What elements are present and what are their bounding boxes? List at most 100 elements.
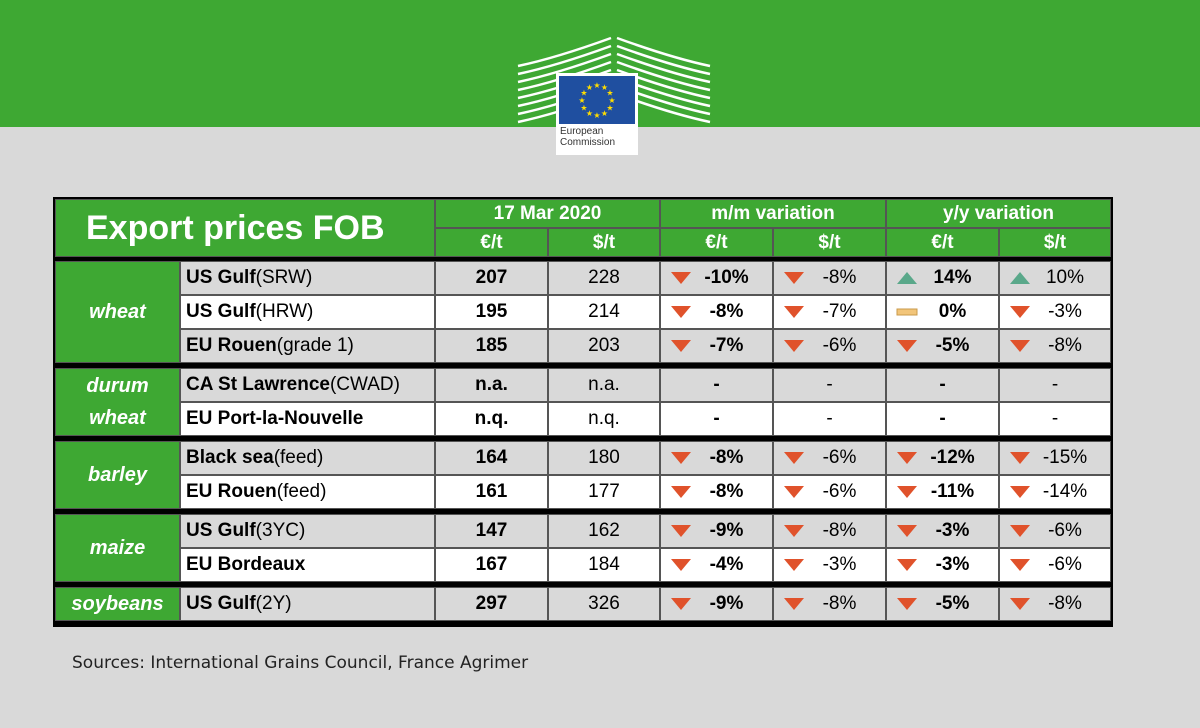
variation-value: - [826,408,833,429]
variation-value: -10% [704,267,749,288]
variation-cell: -9% [660,514,773,548]
variation-value: -15% [1042,447,1088,468]
variation-cell: -8% [999,587,1111,621]
eu-star-icon: ★ [580,104,587,113]
variation-cell: -8% [773,514,886,548]
category-cell: maize [55,514,180,582]
down-arrow-icon [897,452,917,464]
category-cell: durum wheat [55,368,180,436]
variation-icon [1006,304,1034,320]
down-arrow-icon [784,306,804,318]
eu-star-icon: ★ [601,83,608,92]
variation-icon [667,270,695,286]
location-spec: (feed) [273,447,324,468]
location-spec: (CWAD) [329,374,400,395]
variation-value: -6% [822,447,857,468]
variation-icon [667,304,695,320]
variation-value: -8% [709,301,744,322]
down-arrow-icon [897,559,917,571]
variation-value: -8% [822,520,857,541]
down-arrow-icon [784,272,804,284]
variation-cell: -3% [999,295,1111,329]
price-usd-cell: 162 [548,514,660,548]
unit-label: $/t [592,231,616,253]
unit-header: €/t [886,228,999,257]
up-arrow-icon [1010,272,1030,284]
eu-star-icon: ★ [580,89,587,98]
variation-value: -6% [822,335,857,356]
price-usd: 180 [588,447,620,468]
variation-cell: - [773,402,886,436]
variation-value: -8% [709,481,744,502]
variation-value: -14% [1042,481,1088,502]
eu-star-icon: ★ [593,111,600,120]
variation-icon [780,304,808,320]
down-arrow-icon [671,559,691,571]
price-eur-cell: n.q. [435,402,548,436]
variation-value: 14% [933,267,972,288]
variation-icon [893,484,921,500]
variation-value: - [939,374,946,395]
variation-value: 10% [1045,267,1085,288]
category-label: durum [86,375,149,397]
location-cell: EU Bordeaux [180,548,435,582]
down-arrow-icon [784,559,804,571]
variation-value: -3% [1048,301,1082,322]
variation-value: -8% [1048,335,1082,356]
variation-value: -8% [1048,593,1082,614]
variation-cell: - [999,402,1111,436]
price-eur-cell: 207 [435,261,548,295]
variation-cell: -6% [999,548,1111,582]
price-eur: 195 [475,301,508,322]
price-usd-cell: 184 [548,548,660,582]
price-usd: n.q. [588,408,620,429]
variation-cell: 10% [999,261,1111,295]
variation-icon [893,270,921,286]
variation-value: - [939,408,946,429]
variation-cell: - [773,368,886,402]
table-title-text: Export prices FOB [86,208,385,247]
location-cell: US Gulf (2Y) [180,587,435,621]
price-eur: 161 [475,481,508,502]
variation-value: -12% [930,447,975,468]
variation-icon [780,450,808,466]
variation-cell: - [660,402,773,436]
category-label: wheat [89,407,146,429]
price-usd-cell: 177 [548,475,660,509]
column-group-header: y/y variation [886,199,1111,228]
logo-line-2: Commission [560,137,616,148]
variation-icon [1006,557,1034,573]
price-usd-cell: 214 [548,295,660,329]
variation-cell: - [886,368,999,402]
variation-cell: -8% [660,475,773,509]
variation-value: - [826,374,833,395]
variation-icon [780,557,808,573]
location-name: Black sea [186,447,274,468]
variation-icon [893,450,921,466]
sources-note: Sources: International Grains Council, F… [72,653,529,673]
down-arrow-icon [784,452,804,464]
price-eur: n.a. [475,374,508,395]
down-arrow-icon [1010,452,1030,464]
down-arrow-icon [784,486,804,498]
category-cell: soybeans [55,587,180,621]
variation-value: - [713,408,720,429]
location-name: US Gulf [186,520,256,541]
variation-cell: -8% [773,587,886,621]
column-group-header: 17 Mar 2020 [435,199,660,228]
table-title: Export prices FOB [55,199,435,257]
unit-header: $/t [548,228,660,257]
variation-icon [1006,523,1034,539]
variation-cell: -10% [660,261,773,295]
variation-cell: -14% [999,475,1111,509]
variation-value: -6% [1048,554,1082,575]
down-arrow-icon [897,340,917,352]
variation-cell: -3% [886,514,999,548]
location-spec: (3YC) [255,520,306,541]
up-arrow-icon [897,272,917,284]
unit-header: $/t [999,228,1111,257]
down-arrow-icon [897,598,917,610]
variation-cell: -7% [660,329,773,363]
variation-cell: -3% [773,548,886,582]
location-name: CA St Lawrence [186,374,330,395]
